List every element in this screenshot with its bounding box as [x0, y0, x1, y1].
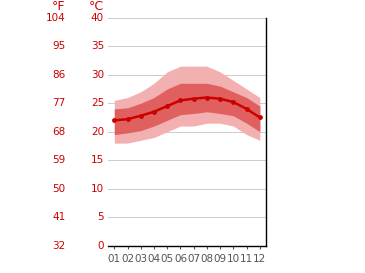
- Text: 77: 77: [53, 98, 66, 108]
- Text: 5: 5: [97, 212, 104, 222]
- Text: 25: 25: [91, 98, 104, 108]
- Text: 59: 59: [53, 155, 66, 165]
- Text: °C: °C: [89, 0, 104, 13]
- Text: 20: 20: [91, 127, 104, 137]
- Text: 10: 10: [91, 184, 104, 194]
- Text: 50: 50: [53, 184, 66, 194]
- Text: 30: 30: [91, 70, 104, 80]
- Text: 104: 104: [46, 13, 66, 23]
- Text: °F: °F: [52, 0, 66, 13]
- Text: 0: 0: [97, 241, 104, 251]
- Text: 95: 95: [53, 41, 66, 51]
- Text: 86: 86: [53, 70, 66, 80]
- Text: 41: 41: [53, 212, 66, 222]
- Text: 15: 15: [91, 155, 104, 165]
- Text: 40: 40: [91, 13, 104, 23]
- Text: 68: 68: [53, 127, 66, 137]
- Text: 32: 32: [53, 241, 66, 251]
- Text: 35: 35: [91, 41, 104, 51]
